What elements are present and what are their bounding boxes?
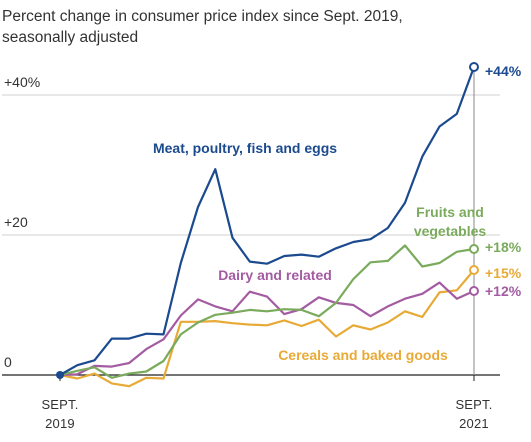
x-tick-label-1-line1: SEPT. [455,397,492,412]
series-label-0-line0: Meat, poultry, fish and eggs [153,140,337,156]
subtitle-line-2: seasonally adjusted [2,29,139,46]
end-value-label-3: +15% [485,265,522,281]
series-line-3 [58,268,476,388]
series-line-2 [58,281,476,377]
x-tick-label-0-line1: SEPT. [41,397,78,412]
subtitle-line-1: Percent change in consumer price index s… [2,8,403,25]
series-lines [58,65,476,388]
x-tick-label-0-line2: 2019 [45,416,75,431]
start-marker [56,371,64,379]
x-tick-label-1-line2: 2021 [459,416,489,431]
end-marker-3 [469,265,479,275]
y-axis-ticks: 0 +20 +40% [4,74,40,370]
end-marker-1 [469,244,479,254]
series-line-1 [58,244,476,379]
end-marker-0 [469,62,479,72]
series-label-3-line0: Cereals and baked goods [278,347,448,363]
y-tick-label-0: 0 [4,354,12,370]
end-value-label-1: +18% [485,239,522,255]
series-labels: Meat, poultry, fish and eggs Fruits and ve… [153,63,522,363]
end-value-label-0: +44% [485,63,522,79]
series-label-2-line0: Dairy and related [218,267,332,283]
series-label-1-line0: Fruits and [416,204,484,220]
grid-lines [2,67,500,376]
series-markers [56,62,479,379]
end-marker-2 [469,286,479,296]
series-line-0 [58,65,476,377]
end-value-label-2: +12% [485,283,522,299]
chart-subtitle: Percent change in consumer price index s… [2,6,472,48]
x-axis-ticks: SEPT. 2019 SEPT. 2021 [41,375,492,431]
y-tick-label-20: +20 [4,214,28,230]
series-label-1-line1: vegetables [414,223,487,239]
y-tick-label-40: +40% [4,74,40,90]
